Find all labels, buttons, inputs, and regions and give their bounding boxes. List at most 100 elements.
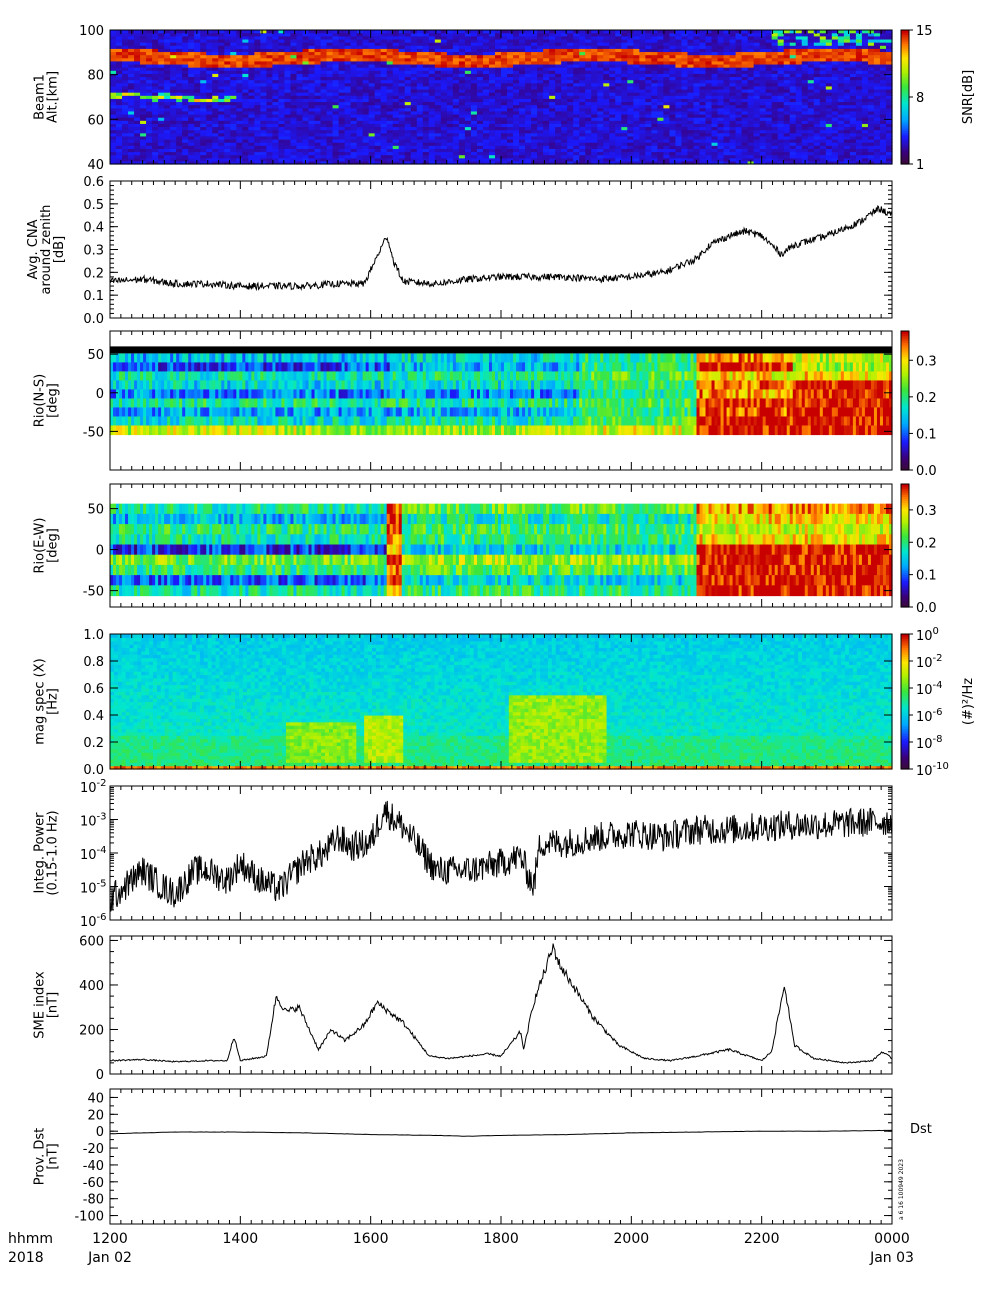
heat-cell [134,63,141,68]
heat-cell [494,88,502,93]
heat-cell [308,45,316,49]
heat-cell [513,145,520,149]
heat-cell [116,132,123,137]
heat-cell [561,101,568,106]
heat-cell [470,129,478,134]
heat-cell [380,151,388,156]
heat-cell [428,45,436,49]
heat-cell [699,82,707,87]
heat-cell [266,151,274,156]
heat-cell [470,104,478,109]
heat-cell [290,92,298,96]
heat-cell [434,129,442,134]
heat-cell [621,160,628,165]
heat-cell [687,42,695,46]
heat-cell [464,88,472,93]
heat-cell [699,104,707,109]
heat-cell [284,60,292,65]
heat-cell [386,123,394,128]
heat-cell [693,42,701,46]
heat-cell [224,107,231,112]
heat-cell [350,35,358,40]
heat-cell [501,113,508,118]
heat-cell [350,154,358,159]
heat-cell [152,135,159,140]
heat-cell [501,117,508,121]
heat-cell [699,123,707,128]
heat-cell [152,92,159,96]
heat-cell [152,32,159,37]
heat-cell [170,63,177,68]
heat-cell [561,142,568,146]
heat-cell [615,117,622,121]
heat-cell [458,154,466,159]
heat-cell [663,135,671,140]
heat-cell [693,48,701,53]
heat-cell [663,98,671,103]
heat-cell [537,110,544,115]
heat-cell [639,129,646,134]
heat-cell [260,70,267,74]
heat-cell [368,42,376,46]
heat-cell [254,129,261,134]
heat-cell [585,82,592,87]
heat-cell [386,29,394,34]
heat-cell [332,42,340,46]
heat-cell [146,32,153,37]
heat-cell [410,45,418,49]
heat-cell [476,45,484,49]
heat-cell [410,129,418,134]
heat-cell [134,110,141,115]
heat-cell [338,88,346,93]
heat-cell [386,126,394,131]
heat-cell [440,48,448,53]
heat-cell [513,107,520,112]
heat-cell [272,79,280,84]
heat-cell [170,142,177,146]
heat-cell [645,113,652,118]
heat-cell [266,29,274,34]
heat-cell [122,92,129,96]
heat-cell [206,157,213,162]
heat-cell [687,107,695,112]
heat-cell [723,145,731,149]
heat-cell [464,67,472,71]
heat-cell [735,35,743,40]
heat-cell [687,60,695,65]
heat-cell [567,151,574,156]
heat-cell [482,88,490,93]
heat-cell [326,132,334,137]
heat-cell [507,67,514,71]
heat-cell [158,98,165,103]
heat-cell [116,76,123,81]
heat-cell [356,70,364,74]
heat-cell [428,107,436,112]
heat-cell [350,82,358,87]
heat-cell [308,95,316,99]
heat-cell [260,57,267,62]
heat-cell [188,29,195,34]
heat-cell [374,110,382,115]
heat-cell [579,126,586,131]
heat-cell [272,32,280,37]
heat-cell [458,88,466,93]
heat-cell [585,123,592,128]
heat-cell [134,51,141,56]
heat-cell [603,51,610,56]
heat-cell [224,51,231,56]
heat-cell [308,160,316,165]
heat-cell [735,29,743,34]
heat-cell [218,129,225,134]
heat-cell [296,120,304,124]
heat-cell [579,51,586,56]
heat-cell [242,129,249,134]
heat-cell [513,54,520,59]
heat-cell [218,38,225,43]
heat-cell [254,92,261,96]
heat-cell [326,51,334,56]
heat-cell [591,79,598,84]
heat-cell [519,88,526,93]
heat-cell [248,142,255,146]
heat-cell [452,45,460,49]
heat-cell [236,148,243,153]
